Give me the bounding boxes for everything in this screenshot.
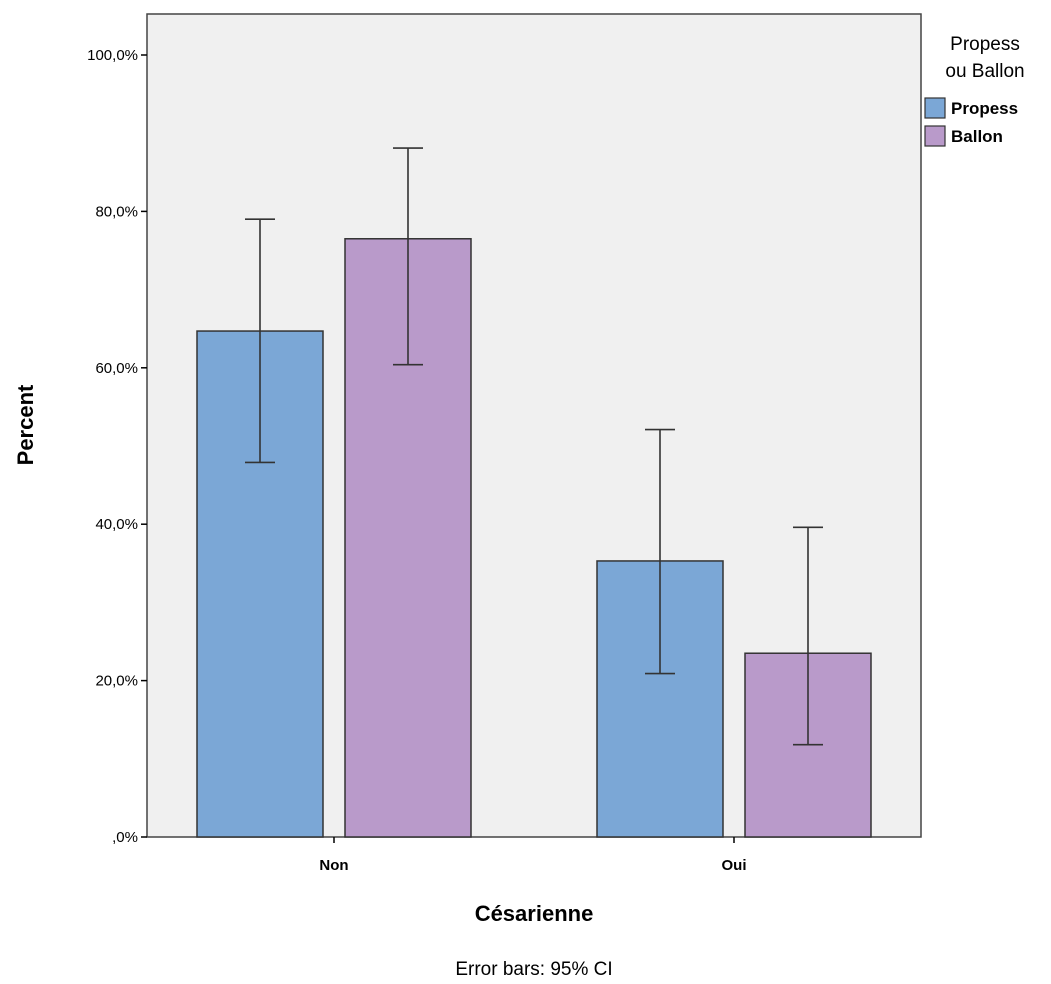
legend-title-line-1: Propess <box>950 34 1020 55</box>
error-bar-ballon-oui <box>793 526 823 746</box>
legend-items: Propess Ballon <box>924 97 1018 147</box>
y-axis-title: Percent <box>13 384 38 465</box>
legend-swatch-propess <box>924 97 946 119</box>
legend-label-propess: Propess <box>951 99 1018 118</box>
y-tick-label: 40,0% <box>95 516 138 533</box>
error-bars-layer <box>245 147 823 746</box>
legend-label-ballon: Ballon <box>951 127 1003 146</box>
error-bar-ballon-non <box>393 147 423 366</box>
error-bar-propess-oui <box>645 428 675 675</box>
x-tick-label: Oui <box>722 857 747 874</box>
y-tick-label: 100,0% <box>87 47 138 64</box>
y-tick-label: ,0% <box>112 829 138 846</box>
legend: Propess ou Ballon Propess Ballon <box>924 34 1025 147</box>
legend-title-line-2: ou Ballon <box>945 61 1024 82</box>
y-tick-label: 60,0% <box>95 360 138 377</box>
legend-swatch-ballon <box>924 125 946 147</box>
y-tick-label: 80,0% <box>95 203 138 220</box>
y-tick-label: 20,0% <box>95 673 138 690</box>
error-bar-propess-non <box>245 218 275 464</box>
x-axis-title: Césarienne <box>475 901 594 926</box>
y-axis: ,0% 20,0% 40,0% 60,0% 80,0% 100,0% <box>87 47 147 846</box>
x-tick-label: Non <box>319 857 348 874</box>
x-axis: Non Oui <box>319 837 747 874</box>
error-bars-footnote: Error bars: 95% CI <box>455 959 612 980</box>
